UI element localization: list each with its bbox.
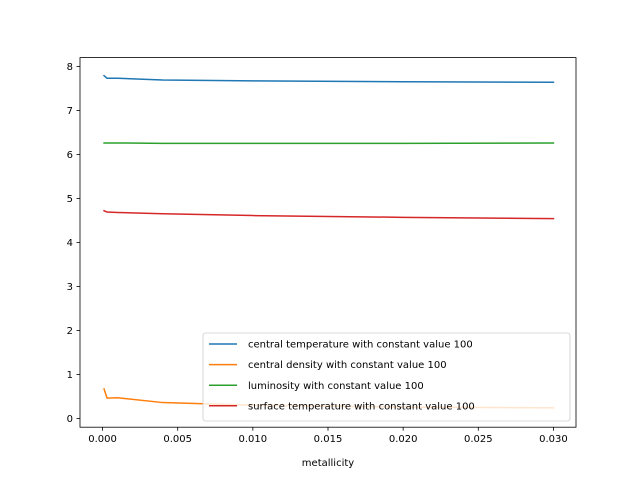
legend-label-3: surface temperature with constant value … bbox=[248, 401, 475, 412]
y-tick-label: 4 bbox=[67, 238, 73, 249]
y-tick-label: 0 bbox=[67, 414, 73, 425]
x-axis-ticks: 0.000 0.005 0.010 0.015 0.020 0.025 0.030 bbox=[88, 427, 568, 445]
x-tick-label: 0.010 bbox=[239, 434, 268, 445]
y-tick-label: 8 bbox=[67, 62, 73, 73]
x-tick-label: 0.020 bbox=[389, 434, 418, 445]
y-tick-label: 2 bbox=[67, 326, 73, 337]
legend-box bbox=[202, 332, 571, 422]
legend-label-1: central density with constant value 100 bbox=[248, 360, 447, 371]
y-tick-label: 1 bbox=[67, 370, 73, 381]
y-tick-label: 5 bbox=[67, 194, 73, 205]
x-tick-label: 0.005 bbox=[163, 434, 192, 445]
legend-label-2: luminosity with constant value 100 bbox=[248, 381, 424, 392]
y-tick-label: 3 bbox=[67, 282, 73, 293]
x-axis-label: metallicity bbox=[302, 458, 354, 469]
x-tick-label: 0.015 bbox=[314, 434, 343, 445]
legend-label-0: central temperature with constant value … bbox=[248, 340, 473, 351]
x-tick-label: 0.025 bbox=[464, 434, 493, 445]
series-line-0 bbox=[102, 74, 555, 83]
y-axis-ticks: 0 1 2 3 4 5 6 7 8 bbox=[67, 62, 80, 425]
plot-lines bbox=[102, 74, 555, 409]
x-tick-label: 0.000 bbox=[88, 434, 117, 445]
y-tick-label: 6 bbox=[67, 150, 73, 161]
x-tick-label: 0.030 bbox=[539, 434, 568, 445]
y-tick-label: 7 bbox=[67, 106, 73, 117]
series-line-3 bbox=[103, 209, 555, 220]
legend: central temperature with constant value … bbox=[202, 332, 571, 422]
